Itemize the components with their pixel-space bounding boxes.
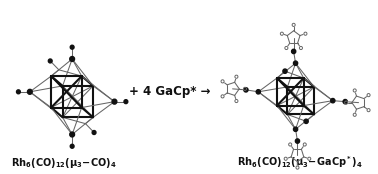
Circle shape — [235, 100, 238, 103]
Text: $\mathbf{Rh_6(CO)_{12}(\mu_3\!-\!CO)_4}$: $\mathbf{Rh_6(CO)_{12}(\mu_3\!-\!CO)_4}$ — [11, 156, 116, 170]
Circle shape — [70, 45, 74, 49]
Circle shape — [48, 59, 52, 63]
Circle shape — [283, 69, 287, 73]
Circle shape — [70, 132, 74, 137]
Circle shape — [331, 98, 335, 103]
Circle shape — [92, 130, 96, 135]
Circle shape — [304, 32, 307, 35]
Circle shape — [299, 46, 302, 50]
Circle shape — [292, 23, 295, 26]
Circle shape — [295, 139, 299, 143]
Circle shape — [284, 157, 287, 160]
Text: $\mathbf{Rh_6(CO)_{12}(\mu_3\!-\!GaCp^*)_4}$: $\mathbf{Rh_6(CO)_{12}(\mu_3\!-\!GaCp^*)… — [237, 155, 363, 171]
Circle shape — [124, 100, 128, 104]
Circle shape — [293, 127, 297, 131]
Circle shape — [367, 109, 370, 112]
Circle shape — [28, 89, 32, 94]
Circle shape — [221, 80, 224, 83]
Circle shape — [353, 89, 356, 92]
Circle shape — [367, 94, 370, 97]
Circle shape — [303, 143, 306, 146]
Circle shape — [345, 101, 348, 104]
Circle shape — [304, 119, 308, 124]
Circle shape — [70, 57, 74, 61]
Circle shape — [243, 87, 246, 90]
Circle shape — [289, 143, 292, 146]
Circle shape — [285, 46, 288, 50]
Circle shape — [221, 95, 224, 98]
Circle shape — [291, 49, 296, 54]
Circle shape — [296, 166, 299, 169]
Circle shape — [293, 61, 297, 65]
Circle shape — [235, 75, 238, 78]
Circle shape — [343, 100, 347, 104]
Circle shape — [353, 113, 356, 116]
Circle shape — [112, 99, 117, 104]
Text: + 4 GaCp* →: + 4 GaCp* → — [129, 85, 210, 98]
Circle shape — [244, 88, 248, 92]
Circle shape — [70, 144, 74, 148]
Circle shape — [308, 157, 311, 160]
Circle shape — [256, 90, 260, 94]
Circle shape — [17, 90, 20, 94]
Circle shape — [280, 32, 284, 35]
